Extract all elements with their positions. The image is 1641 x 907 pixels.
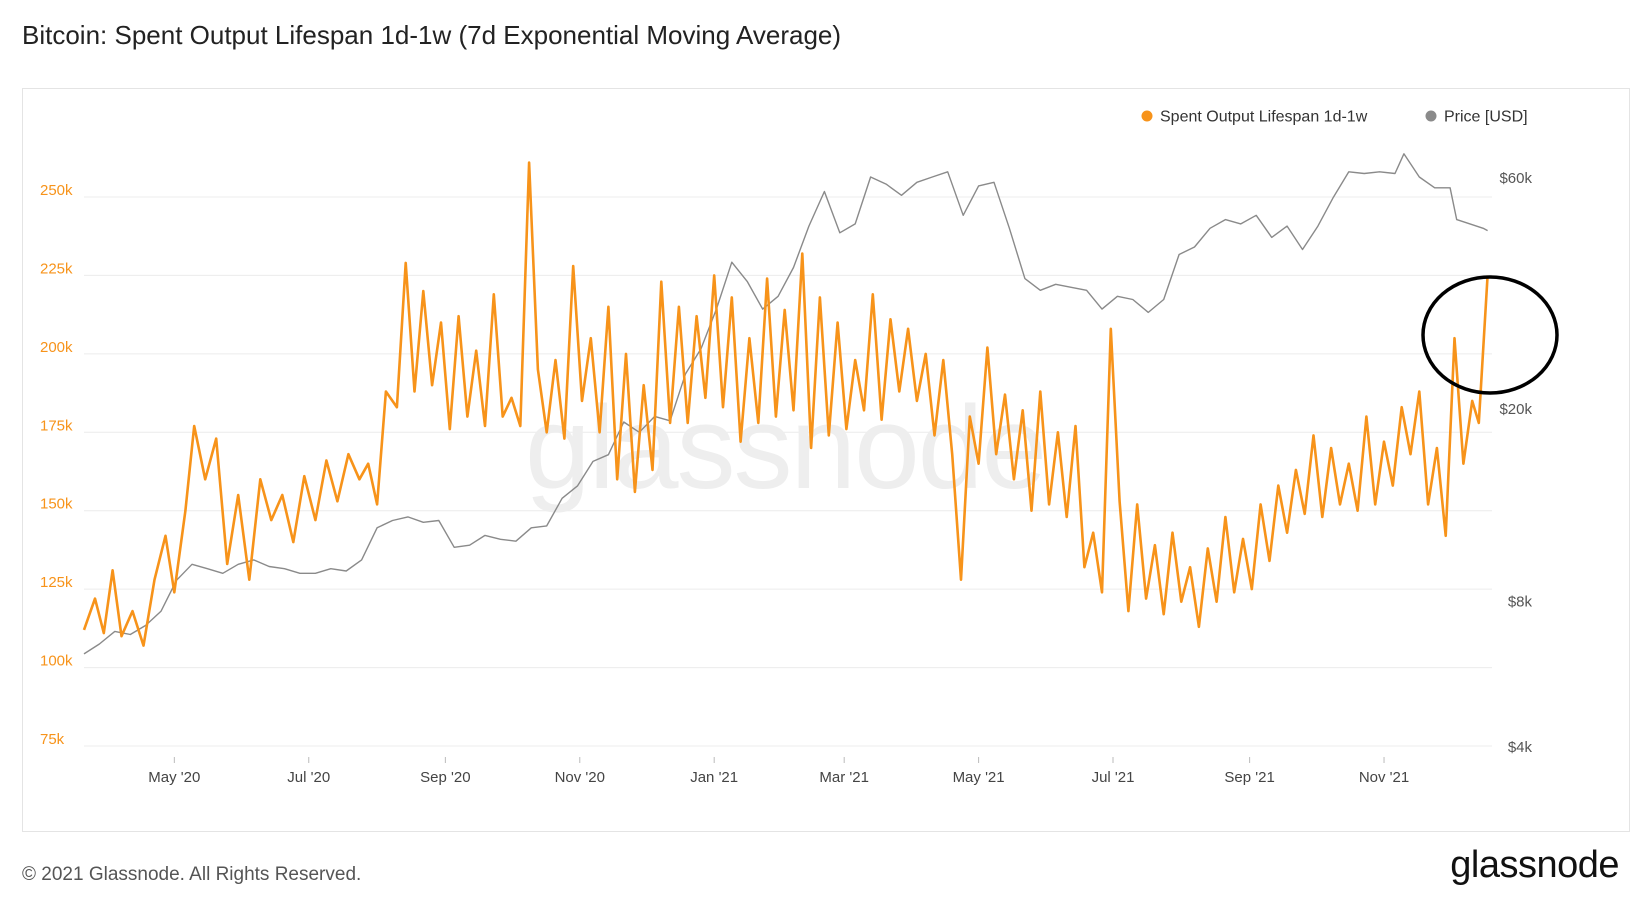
y-right-tick-label: $8k <box>1508 593 1533 610</box>
x-tick-label: Jul '20 <box>287 769 330 786</box>
copyright-footer: © 2021 Glassnode. All Rights Reserved. <box>22 864 362 885</box>
sopl-series <box>82 161 1489 647</box>
legend-item-sopl[interactable]: Spent Output Lifespan 1d-1w <box>1141 109 1368 126</box>
x-axis: May '20 Jul '20 Sep '20 Nov '20 Jan '21 Mar '… <box>148 757 1409 786</box>
legend-dot-sopl <box>1141 110 1153 122</box>
legend-item-price[interactable]: Price [USD] <box>1425 109 1528 126</box>
y-right-tick-label: $20k <box>1499 401 1532 418</box>
x-tick-label: Nov '21 <box>1359 769 1409 786</box>
legend-label-sopl: Spent Output Lifespan 1d-1w <box>1160 109 1368 126</box>
y-left-tick-label: 150k <box>40 496 73 513</box>
legend: Spent Output Lifespan 1d-1w Price [USD] <box>1141 109 1528 126</box>
price-series <box>83 153 1488 655</box>
legend-label-price: Price [USD] <box>1444 109 1528 126</box>
legend-dot-price <box>1425 110 1437 122</box>
brand-logo: glassnode <box>1450 844 1619 886</box>
x-tick-label: Sep '20 <box>420 769 470 786</box>
left-axis: 75k 100k 125k 150k 175k 200k 225k 250k <box>40 182 73 748</box>
chart-title: Bitcoin: Spent Output Lifespan 1d-1w (7d… <box>22 20 842 50</box>
x-tick-label: May '20 <box>148 769 200 786</box>
y-right-tick-label: $4k <box>1508 739 1533 756</box>
x-tick-label: Jan '21 <box>690 769 738 786</box>
sopl-line <box>82 161 1489 647</box>
x-tick-label: Jul '21 <box>1092 769 1135 786</box>
y-right-tick-label: $60k <box>1499 170 1532 187</box>
y-left-tick-label: 125k <box>40 574 73 591</box>
right-axis: $4k $8k $20k $60k <box>1499 170 1532 756</box>
y-left-tick-label: 250k <box>40 182 73 199</box>
y-left-tick-label: 200k <box>40 339 73 356</box>
x-tick-label: May '21 <box>953 769 1005 786</box>
price-line <box>83 153 1488 655</box>
x-tick-label: Sep '21 <box>1224 769 1274 786</box>
x-tick-label: Mar '21 <box>819 769 869 786</box>
y-left-tick-label: 175k <box>40 417 73 434</box>
chart-frame <box>22 88 1630 832</box>
y-left-tick-label: 75k <box>40 731 65 748</box>
y-left-tick-label: 225k <box>40 260 73 277</box>
annotation-circle <box>1421 275 1559 395</box>
y-left-tick-label: 100k <box>40 653 73 670</box>
x-tick-label: Nov '20 <box>555 769 605 786</box>
